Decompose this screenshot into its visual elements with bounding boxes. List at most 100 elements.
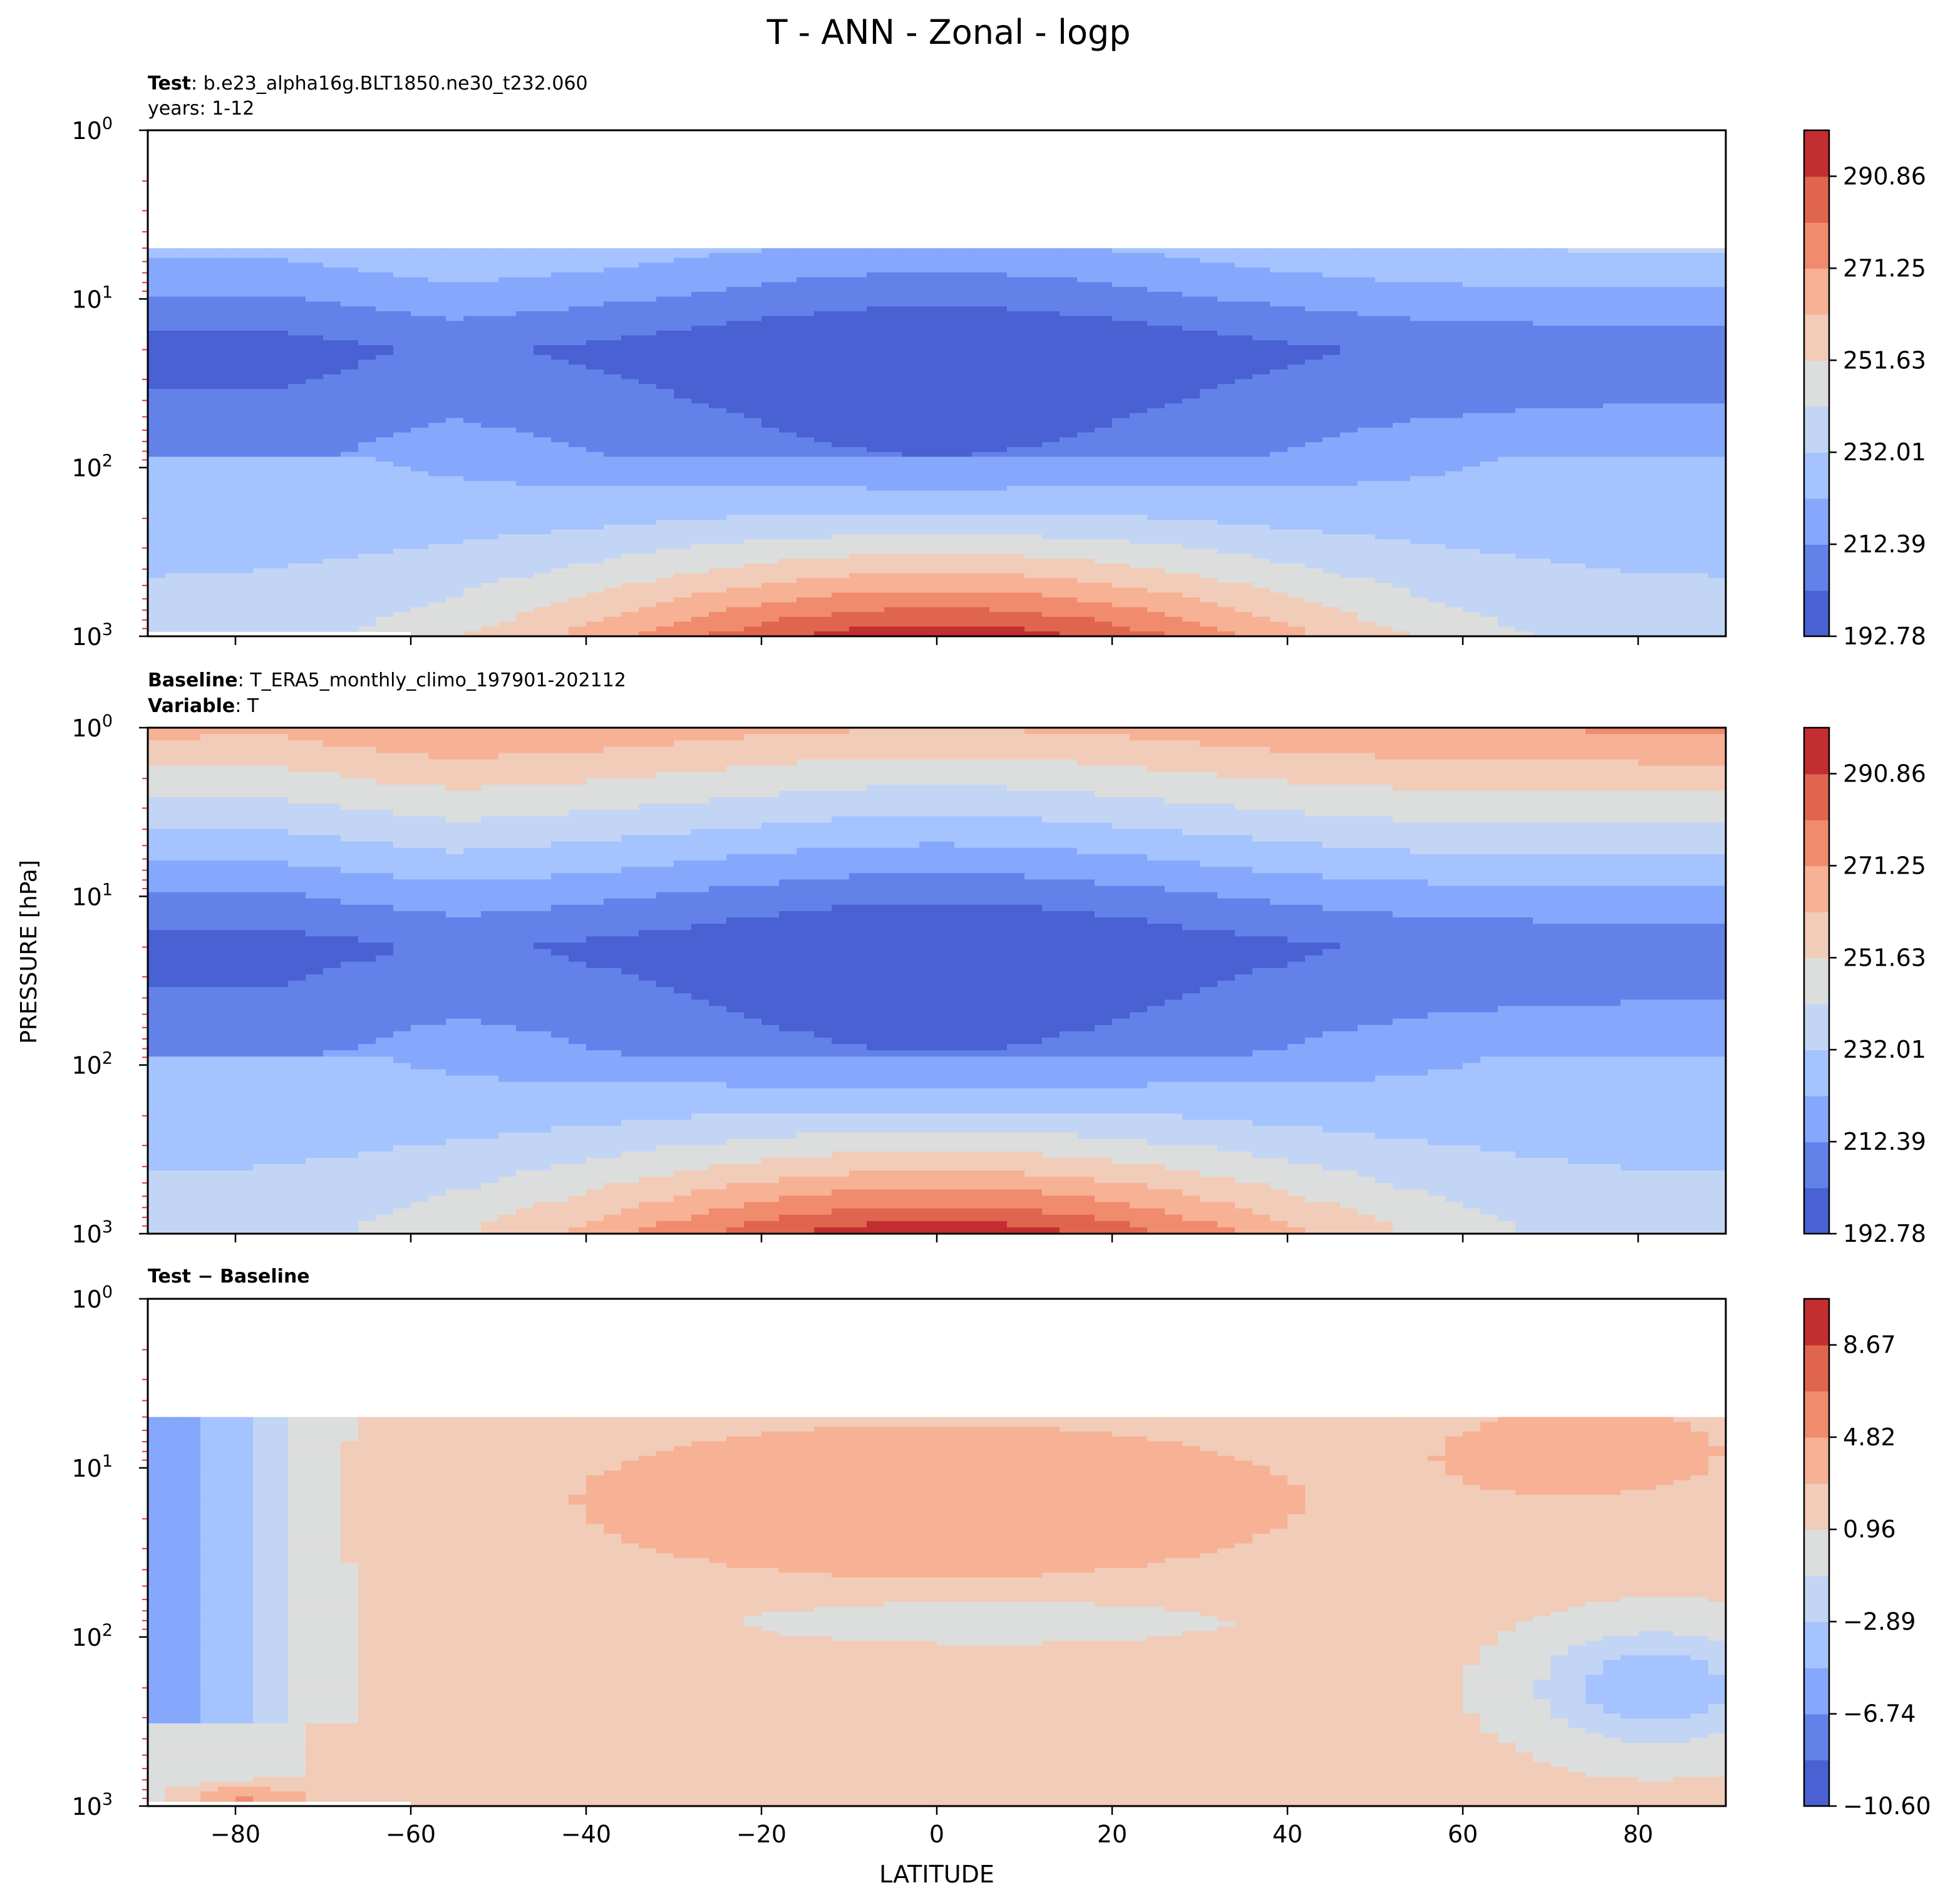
field-cell <box>1200 544 1218 550</box>
field-cell <box>446 481 464 487</box>
field-cell <box>972 588 990 594</box>
field-cell <box>306 564 324 569</box>
field-cell <box>463 607 482 613</box>
field-cell <box>1007 340 1025 346</box>
field-cell <box>586 258 604 264</box>
field-cell <box>744 345 762 351</box>
field-cell <box>569 364 587 370</box>
field-cell <box>1182 486 1200 492</box>
field-cell <box>341 413 359 419</box>
field-cell <box>148 336 166 341</box>
field-cell <box>744 340 762 346</box>
field-cell <box>393 364 411 370</box>
field-cell <box>744 569 762 574</box>
field-cell <box>919 515 937 520</box>
field-cell <box>919 263 937 269</box>
field-cell <box>1147 437 1165 443</box>
field-cell <box>463 500 482 506</box>
field-cell <box>1165 306 1183 312</box>
field-cell <box>481 345 499 351</box>
field-cell <box>989 253 1008 259</box>
field-cell <box>463 573 482 579</box>
field-cell <box>341 534 359 540</box>
field-cell <box>761 457 780 462</box>
field-cell <box>235 602 254 608</box>
field-cell <box>1007 263 1025 269</box>
x-axis-label: LATITUDE <box>879 1861 994 1888</box>
field-cell <box>341 433 359 438</box>
field-cell <box>253 564 271 569</box>
field-cell <box>498 481 517 487</box>
field-cell <box>1182 457 1200 462</box>
field-cell <box>218 510 236 516</box>
field-cell <box>1077 403 1095 409</box>
field-cell <box>218 472 236 477</box>
field-cell <box>989 597 1008 603</box>
field-cell <box>200 374 219 380</box>
field-cell <box>165 530 183 535</box>
field-cell <box>569 394 587 400</box>
field-cell <box>534 403 552 409</box>
field-cell <box>691 267 709 273</box>
field-cell <box>726 398 745 404</box>
field-cell <box>1130 258 1148 264</box>
field-cell <box>446 472 464 477</box>
field-cell <box>972 592 990 598</box>
field-cell <box>569 559 587 564</box>
field-cell <box>165 433 183 438</box>
field-cell <box>849 413 867 419</box>
field-cell <box>832 495 850 501</box>
field-cell <box>148 258 166 264</box>
field-cell <box>481 336 499 341</box>
field-cell <box>1024 263 1043 269</box>
field-cell <box>551 321 569 327</box>
field-cell <box>428 612 446 617</box>
field-cell <box>323 559 341 564</box>
field-cell <box>376 297 394 302</box>
field-cell <box>1165 350 1183 356</box>
field-cell <box>516 627 534 632</box>
field-cell <box>761 607 780 613</box>
field-cell <box>656 258 674 264</box>
field-cell <box>428 287 446 292</box>
field-cell <box>498 559 517 564</box>
field-cell <box>1042 569 1060 574</box>
field-cell <box>621 398 639 404</box>
field-cell <box>586 248 604 254</box>
field-cell <box>200 569 219 574</box>
field-cell <box>358 359 376 365</box>
field-cell <box>691 462 709 467</box>
field-cell <box>218 369 236 375</box>
field-cell <box>779 437 797 443</box>
field-cell <box>393 316 411 322</box>
field-cell <box>376 364 394 370</box>
field-cell <box>1095 491 1113 497</box>
field-cell <box>428 418 446 423</box>
field-cell <box>446 627 464 632</box>
field-cell <box>1112 316 1130 322</box>
field-cell <box>779 602 797 608</box>
field-cell <box>586 321 604 327</box>
field-cell <box>551 447 569 453</box>
field-cell <box>744 476 762 482</box>
field-cell <box>867 302 885 307</box>
field-cell <box>358 588 376 594</box>
field-cell <box>498 413 517 419</box>
field-cell <box>148 622 166 627</box>
field-cell <box>972 472 990 477</box>
field-cell <box>1147 476 1165 482</box>
field-cell <box>1165 355 1183 361</box>
field-cell <box>1235 258 1253 264</box>
field-cell <box>428 583 446 589</box>
field-cell <box>604 622 622 627</box>
field-cell <box>1077 287 1095 292</box>
field-cell <box>1147 394 1165 400</box>
field-cell <box>1007 525 1025 530</box>
field-cell <box>972 253 990 259</box>
field-cell <box>1060 472 1078 477</box>
field-cell <box>744 306 762 312</box>
field-cell <box>428 520 446 525</box>
field-cell <box>498 321 517 327</box>
field-cell <box>1217 554 1235 559</box>
field-cell <box>989 495 1008 501</box>
